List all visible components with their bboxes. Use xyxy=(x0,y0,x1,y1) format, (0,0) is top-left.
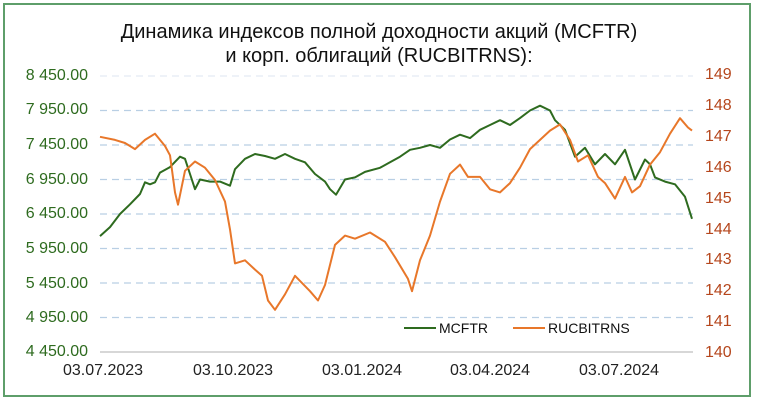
x-tick: 03.01.2024 xyxy=(321,362,403,379)
legend-label: MCFTR xyxy=(439,320,488,336)
series-line-mcftr xyxy=(99,104,693,237)
y-left-tick: 4 950.00 xyxy=(25,309,88,326)
chart-title-line-2: и корп. облигаций (RUCBITRNS): xyxy=(225,45,533,67)
y-right-tick: 143 xyxy=(705,251,732,268)
y-right-tick: 140 xyxy=(705,344,732,361)
y-right-tick: 146 xyxy=(705,159,732,176)
legend-label: RUCBITRNS xyxy=(548,320,630,336)
y-left-tick: 6 950.00 xyxy=(25,171,88,188)
x-tick: 03.04.2024 xyxy=(449,362,531,379)
y-right-tick: 142 xyxy=(705,282,732,299)
legend-swatch-rucbitrns xyxy=(513,327,545,329)
y-left-tick: 5 450.00 xyxy=(25,275,88,292)
y-right-tick: 141 xyxy=(705,313,732,330)
y-left-tick: 5 950.00 xyxy=(25,240,88,257)
chart-frame xyxy=(3,3,751,397)
legend-item-mcftr: MCFTR xyxy=(404,320,488,336)
y-left-tick: 7 450.00 xyxy=(25,136,88,153)
y-left-tick: 7 950.00 xyxy=(25,101,88,118)
y-left-tick: 4 450.00 xyxy=(25,343,88,360)
y-left-tick: 6 450.00 xyxy=(25,205,88,222)
x-tick: 03.10.2023 xyxy=(192,362,274,379)
chart-title-line-1: Динамика индексов полной доходности акци… xyxy=(120,21,638,43)
legend-swatch-mcftr xyxy=(404,327,436,329)
gridlines xyxy=(100,75,693,319)
y-right-tick: 147 xyxy=(705,128,732,145)
y-right-tick: 145 xyxy=(705,190,732,207)
series-line-rucbitrns xyxy=(99,117,693,311)
y-right-tick: 148 xyxy=(705,97,732,114)
chart-title: Динамика индексов полной доходности акци… xyxy=(0,20,758,68)
x-tick: 03.07.2024 xyxy=(578,362,660,379)
x-tick: 03.07.2023 xyxy=(62,362,144,379)
y-left-tick: 8 450.00 xyxy=(25,67,88,84)
y-right-tick: 149 xyxy=(705,66,732,83)
legend-item-rucbitrns: RUCBITRNS xyxy=(513,320,630,336)
y-right-tick: 144 xyxy=(705,221,732,238)
